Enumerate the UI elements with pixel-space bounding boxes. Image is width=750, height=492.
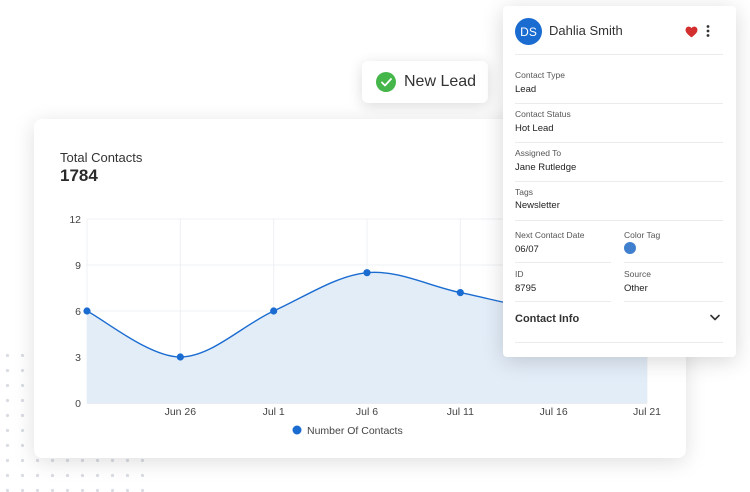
source-value: Other xyxy=(624,283,648,294)
legend-marker xyxy=(292,425,302,435)
divider xyxy=(624,301,723,302)
kebab-menu-icon[interactable] xyxy=(706,25,710,37)
x-tick-label: Jun 26 xyxy=(165,406,197,418)
x-tick-label: Jul 6 xyxy=(356,406,378,418)
x-tick-label: Jul 16 xyxy=(540,406,568,418)
divider xyxy=(515,181,723,182)
y-tick-label: 12 xyxy=(69,214,81,226)
next-contact-date-label: Next Contact Date xyxy=(515,230,585,240)
data-point xyxy=(456,289,464,297)
y-tick-label: 0 xyxy=(75,398,81,410)
x-tick-label: Jul 11 xyxy=(447,406,474,418)
chart-title: Total Contacts xyxy=(60,150,143,165)
badge-label: New Lead xyxy=(404,73,477,90)
check-circle-icon xyxy=(376,72,396,92)
heart-icon[interactable] xyxy=(685,26,698,38)
contact-type-label: Contact Type xyxy=(515,70,565,80)
divider xyxy=(515,54,723,55)
data-point xyxy=(83,307,91,315)
divider xyxy=(515,301,611,302)
contact-status-label: Contact Status xyxy=(515,109,571,119)
tags-value: Newsletter xyxy=(515,200,560,211)
contact-name: Dahlia Smith xyxy=(549,23,623,38)
contact-type-value: Lead xyxy=(515,84,537,95)
next-contact-date-value: 06/07 xyxy=(515,244,539,255)
data-point xyxy=(363,269,371,277)
data-point xyxy=(176,353,184,361)
avatar: DS xyxy=(515,18,542,45)
id-label: ID xyxy=(515,269,524,279)
color-tag-label: Color Tag xyxy=(624,230,661,240)
divider xyxy=(624,262,723,263)
x-tick-label: Jul 1 xyxy=(263,406,285,418)
assigned-to-label: Assigned To xyxy=(515,148,562,158)
divider xyxy=(515,262,611,263)
chevron-down-icon[interactable] xyxy=(710,314,720,321)
y-tick-label: 3 xyxy=(75,352,81,364)
divider xyxy=(515,103,723,104)
new-lead-badge: New Lead xyxy=(362,61,488,103)
tags-label: Tags xyxy=(515,187,533,197)
source-label: Source xyxy=(624,269,651,279)
divider xyxy=(515,220,723,221)
divider xyxy=(515,142,723,143)
color-tag-swatch[interactable] xyxy=(624,242,636,254)
legend-label: Number Of Contacts xyxy=(307,425,403,437)
contact-detail-panel: DS Dahlia Smith Contact Type Lead Contac… xyxy=(503,6,736,357)
y-tick-label: 6 xyxy=(75,306,81,318)
assigned-to-value: Jane Rutledge xyxy=(515,162,577,173)
y-tick-label: 9 xyxy=(75,260,81,272)
contact-status-value: Hot Lead xyxy=(515,123,554,134)
x-tick-label: Jul 21 xyxy=(633,406,661,418)
total-contacts-value: 1784 xyxy=(60,166,98,185)
divider xyxy=(515,342,723,343)
data-point xyxy=(270,307,278,315)
id-value: 8795 xyxy=(515,283,537,294)
contact-info-toggle[interactable]: Contact Info xyxy=(515,313,580,325)
